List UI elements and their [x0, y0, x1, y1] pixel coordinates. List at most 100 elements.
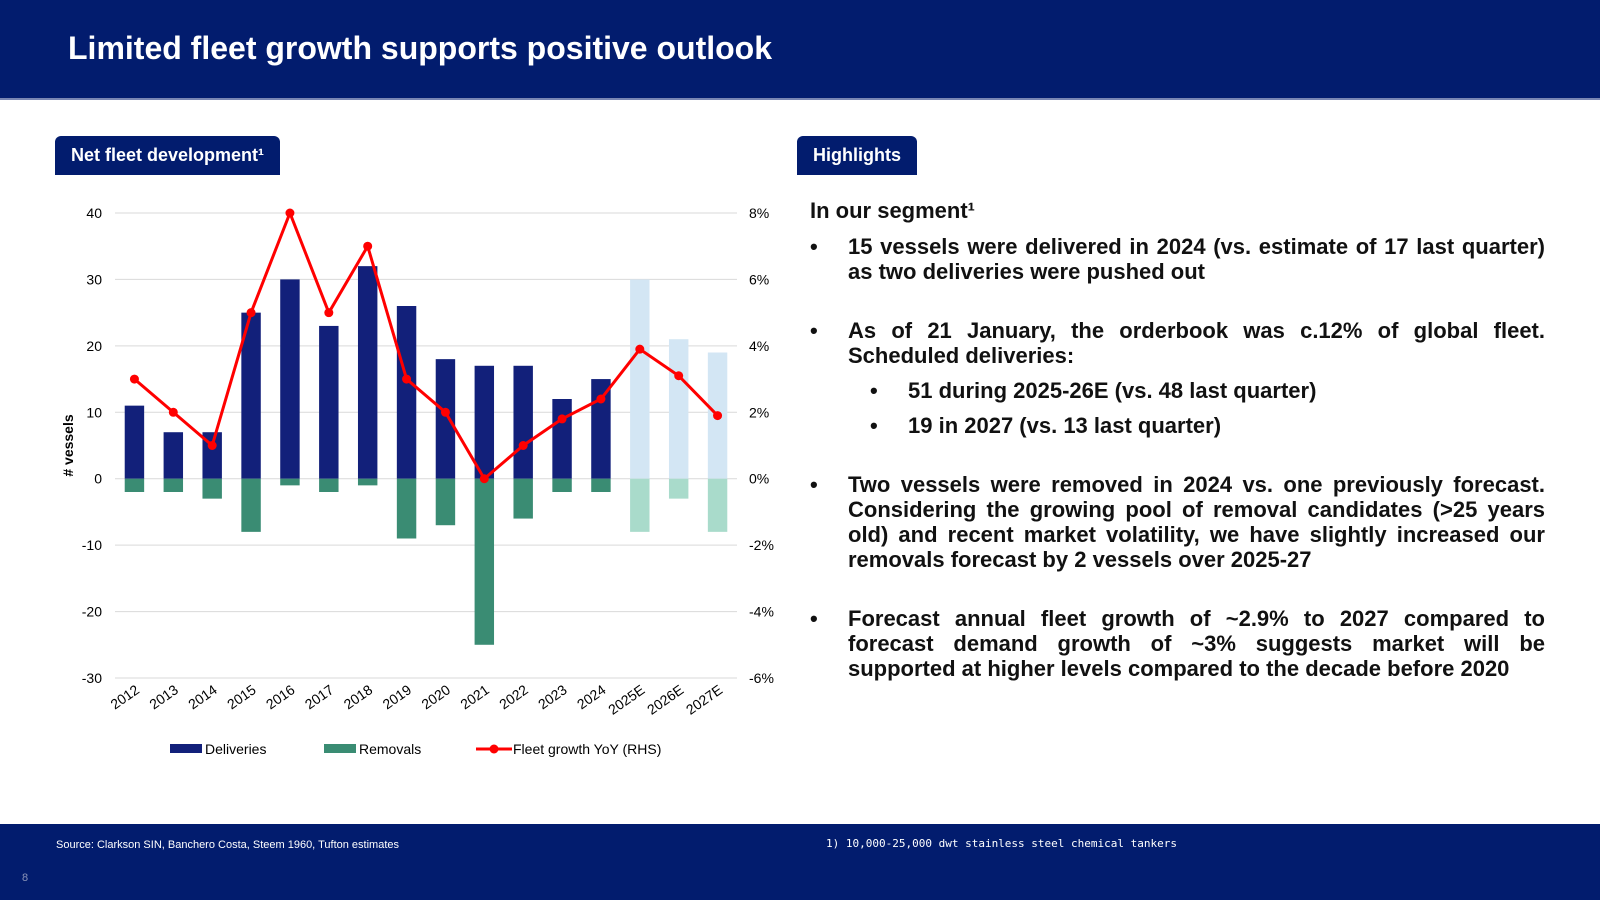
highlights-panel: In our segment¹ 15 vessels were delivere… [810, 198, 1545, 681]
deliveries-bar [124, 405, 145, 479]
growth-point [479, 474, 489, 484]
growth-point [168, 407, 178, 417]
removals-bar [124, 478, 145, 492]
highlight-bullet-orderbook: As of 21 January, the orderbook was c.12… [810, 318, 1545, 368]
highlight-sub-2025-26: 51 during 2025-26E (vs. 48 last quarter) [810, 378, 1545, 403]
x-tick-label: 2022 [496, 681, 531, 712]
y-tick-label: 0 [94, 471, 102, 487]
x-tick-label: 2015 [224, 681, 259, 712]
growth-line [133, 208, 719, 482]
removals-bar [552, 478, 572, 492]
removals-bar [513, 478, 533, 519]
legend-label-growth: Fleet growth YoY (RHS) [513, 741, 661, 757]
legend-label-deliveries: Deliveries [205, 741, 266, 757]
y-tick-label: 10 [86, 404, 102, 420]
y-tick-label: 30 [86, 271, 102, 287]
highlight-sub-2027: 19 in 2027 (vs. 13 last quarter) [810, 413, 1545, 438]
highlight-bullet-deliveries: 15 vessels were delivered in 2024 (vs. e… [810, 234, 1545, 284]
legend-swatch-growth-point [489, 744, 499, 754]
tab-net-fleet-development: Net fleet development¹ [55, 136, 281, 175]
growth-point [207, 441, 217, 450]
y-tick-label: -10 [82, 537, 102, 553]
y2-tick-label: -2% [749, 537, 774, 553]
x-tick-label: 2024 [574, 681, 609, 712]
y2-tick-label: -6% [749, 670, 774, 686]
removals-bar [163, 478, 184, 492]
growth-point [285, 208, 295, 218]
removals-bar [630, 478, 650, 532]
y2-tick-label: 0% [749, 471, 769, 487]
deliveries-bar [668, 339, 689, 479]
deliveries-bar [357, 266, 378, 479]
removals-bar [202, 478, 222, 499]
removals-bar [241, 478, 261, 532]
source-note: Source: Clarkson SIN, Banchero Costa, St… [56, 839, 400, 851]
highlight-bullet-growth: Forecast annual fleet growth of ~2.9% to… [810, 606, 1545, 681]
removals-bar [280, 478, 300, 486]
tab-highlights: Highlights [797, 136, 917, 175]
x-tick-label: 2016 [263, 681, 298, 712]
fleet-chart: 40 30 20 10 0 -10 -20 -30 8% 6% 4% 2% 0% -2% -4% -6% # v… [60, 205, 774, 757]
page-title: Limited fleet growth supports positive o… [68, 30, 773, 66]
x-tick-label: 2027E [683, 681, 725, 717]
deliveries-bar [591, 379, 611, 479]
legend-swatch-removals [324, 744, 356, 753]
deliveries-bar [319, 325, 339, 479]
deliveries-bar [241, 312, 261, 479]
x-tick-label: 2013 [146, 681, 181, 712]
removals-bar [357, 478, 378, 486]
removals-bar [435, 478, 456, 526]
y-tick-label: -30 [82, 670, 102, 686]
page-number: 8 [22, 872, 29, 884]
y2-tick-label: -4% [749, 604, 774, 620]
growth-point [402, 374, 412, 384]
deliveries-bar [163, 432, 184, 479]
x-tick-label: 2023 [535, 681, 570, 712]
x-tick-label: 2018 [341, 681, 376, 712]
highlight-bullet-removals: Two vessels were removed in 2024 vs. one… [810, 472, 1545, 572]
x-tick-label: 2019 [380, 681, 415, 712]
y-axis-label: # vessels [60, 414, 76, 476]
deliveries-bar [552, 399, 572, 479]
y2-tick-label: 2% [749, 404, 769, 420]
y-tick-label: 20 [86, 338, 102, 354]
deliveries-bar [474, 365, 495, 479]
growth-point [246, 308, 256, 318]
growth-point [129, 374, 139, 384]
x-tick-label: 2012 [107, 681, 142, 712]
x-tick-label: 2025E [605, 681, 647, 717]
segment-heading: In our segment¹ [810, 198, 976, 223]
growth-point [440, 407, 450, 417]
deliveries-bar [435, 359, 456, 479]
growth-point [363, 241, 373, 251]
deliveries-bar [513, 365, 533, 479]
y2-tick-label: 8% [749, 205, 769, 221]
removals-bar [668, 478, 689, 499]
growth-point [635, 344, 645, 354]
x-tick-label: 2017 [302, 681, 337, 712]
x-tick-label: 2026E [644, 681, 686, 717]
deliveries-bar [202, 432, 222, 479]
y-tick-label: 40 [86, 205, 102, 221]
y2-tick-label: 4% [749, 338, 769, 354]
title-bar: Limited fleet growth supports positive o… [0, 0, 1600, 100]
growth-point [557, 414, 567, 424]
removals-bar [396, 478, 417, 539]
deliveries-bar [630, 279, 650, 479]
x-tick-label: 2021 [457, 681, 492, 712]
deliveries-bar [280, 279, 300, 479]
deliveries-bar [396, 306, 417, 479]
legend-swatch-deliveries [170, 744, 202, 753]
removals-bar [707, 478, 728, 532]
removals-bar [591, 478, 611, 492]
removals-bar [474, 478, 495, 645]
growth-point [324, 308, 334, 318]
x-tick-label: 2020 [418, 681, 453, 712]
growth-point [518, 441, 528, 450]
footnote: 1) 10,000-25,000 dwt stainless steel che… [826, 837, 1177, 850]
growth-point [596, 394, 606, 404]
y-tick-label: -20 [82, 604, 102, 620]
x-tick-label: 2014 [185, 681, 220, 712]
legend-label-removals: Removals [359, 741, 421, 757]
y2-tick-label: 6% [749, 271, 769, 287]
